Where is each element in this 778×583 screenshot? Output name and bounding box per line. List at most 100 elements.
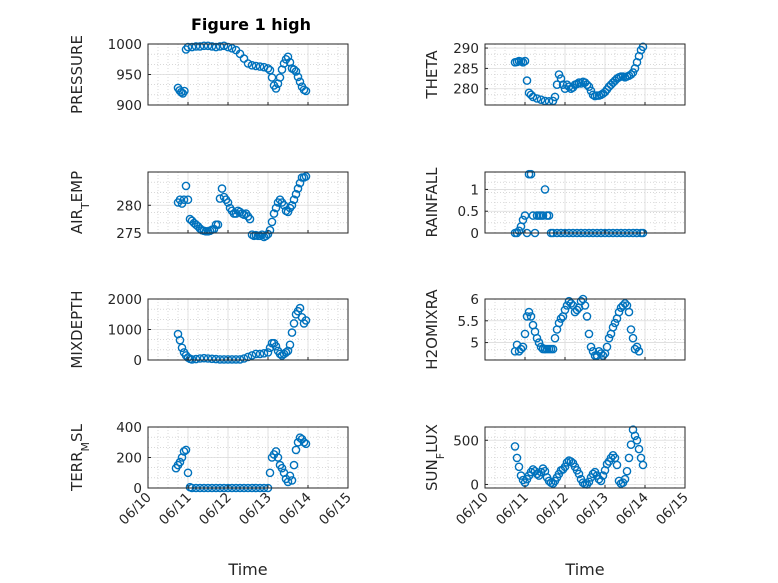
data-point <box>520 211 530 220</box>
data-point <box>223 355 233 364</box>
y-axis-label: THETA <box>423 50 441 100</box>
data-point <box>560 305 570 315</box>
data-point <box>267 73 277 82</box>
y-tick-label: 200 <box>116 451 142 467</box>
data-point <box>257 230 267 239</box>
data-point <box>217 184 227 193</box>
data-point <box>634 444 644 454</box>
data-point <box>287 200 297 210</box>
data-point <box>610 318 620 328</box>
data-point <box>586 86 596 96</box>
data-point <box>175 335 185 345</box>
data-point <box>289 65 299 74</box>
data-point <box>628 68 638 77</box>
data-point <box>576 79 586 88</box>
axes-frame <box>484 171 686 234</box>
data-point <box>560 84 570 93</box>
data-point <box>277 463 287 473</box>
axes-frame <box>484 426 686 489</box>
data-point <box>291 445 301 455</box>
data-point <box>518 342 528 352</box>
y-axis-label: MIXDEPTH <box>68 290 86 368</box>
data-point <box>600 87 610 97</box>
y-axis-label: TERRMSL <box>68 423 92 492</box>
data-point <box>620 474 630 484</box>
data-point <box>183 468 193 478</box>
data-point <box>287 476 297 485</box>
data-point <box>295 77 305 87</box>
data-point <box>522 312 532 321</box>
data-point <box>596 349 606 358</box>
y-tick-label: 6 <box>470 292 479 308</box>
data-point <box>179 195 189 204</box>
data-point <box>267 217 277 227</box>
data-point <box>219 41 229 51</box>
data-point <box>626 440 636 450</box>
x-tick-label: 06/11 <box>493 490 532 529</box>
data-point <box>291 67 301 76</box>
data-point <box>283 52 293 62</box>
data-point <box>275 73 285 82</box>
y-tick-label: 2000 <box>108 292 142 308</box>
data-point <box>566 457 576 466</box>
data-point <box>524 307 534 317</box>
data-point <box>289 195 299 204</box>
data-point <box>584 82 594 91</box>
data-point <box>183 195 193 204</box>
data-point <box>626 70 636 79</box>
y-tick-label: 0 <box>470 477 479 493</box>
y-axis-label: RAINFALL <box>423 167 441 238</box>
data-point <box>289 460 299 470</box>
data-point <box>516 344 526 354</box>
data-point <box>231 355 241 364</box>
data-point <box>175 457 185 467</box>
data-point <box>560 462 570 472</box>
x-tick-label: 06/11 <box>156 490 195 529</box>
data-point <box>596 476 606 486</box>
data-point <box>520 329 530 339</box>
data-point <box>628 333 638 343</box>
data-point <box>271 203 281 213</box>
data-point <box>265 225 275 235</box>
subplot-theta: 280 285 290 THETA <box>423 41 686 106</box>
data-point <box>526 169 536 179</box>
data-point <box>602 342 612 352</box>
data-point <box>544 211 554 220</box>
data-point <box>275 349 285 359</box>
x-tick-label: 06/15 <box>653 490 692 529</box>
data-point <box>215 42 225 51</box>
subplot-h2omixra: 5 5.5 6 H2OMIXRA <box>423 289 686 370</box>
y-tick-label: 275 <box>116 226 142 242</box>
y-tick-label: 5 <box>470 336 479 352</box>
data-point <box>598 471 608 480</box>
data-point <box>255 62 265 71</box>
data-point <box>624 307 634 317</box>
data-point <box>634 346 644 356</box>
data-point <box>612 460 622 470</box>
x-axis-label: Time <box>227 560 267 579</box>
data-point <box>582 312 592 321</box>
data-point <box>263 64 273 73</box>
data-point <box>526 312 536 321</box>
data-point <box>301 172 311 181</box>
data-point <box>273 453 283 462</box>
figure-title: Figure 1 high <box>191 15 311 34</box>
data-point <box>574 469 584 479</box>
data-point <box>181 181 191 191</box>
data-point <box>630 431 640 441</box>
data-point <box>584 329 594 339</box>
subplot-air-temp: 275 280 AIRTEMP <box>68 171 349 242</box>
data-point <box>223 198 233 207</box>
data-point <box>536 95 546 104</box>
y-tick-label: 1 <box>470 182 479 198</box>
x-tick-label: 06/14 <box>613 490 652 529</box>
data-point <box>259 348 269 358</box>
data-point <box>622 466 632 476</box>
data-point <box>578 478 588 488</box>
data-point <box>526 90 536 100</box>
data-point <box>295 303 305 313</box>
data-point <box>556 314 566 323</box>
data-point <box>520 56 530 66</box>
data-point <box>510 442 520 451</box>
